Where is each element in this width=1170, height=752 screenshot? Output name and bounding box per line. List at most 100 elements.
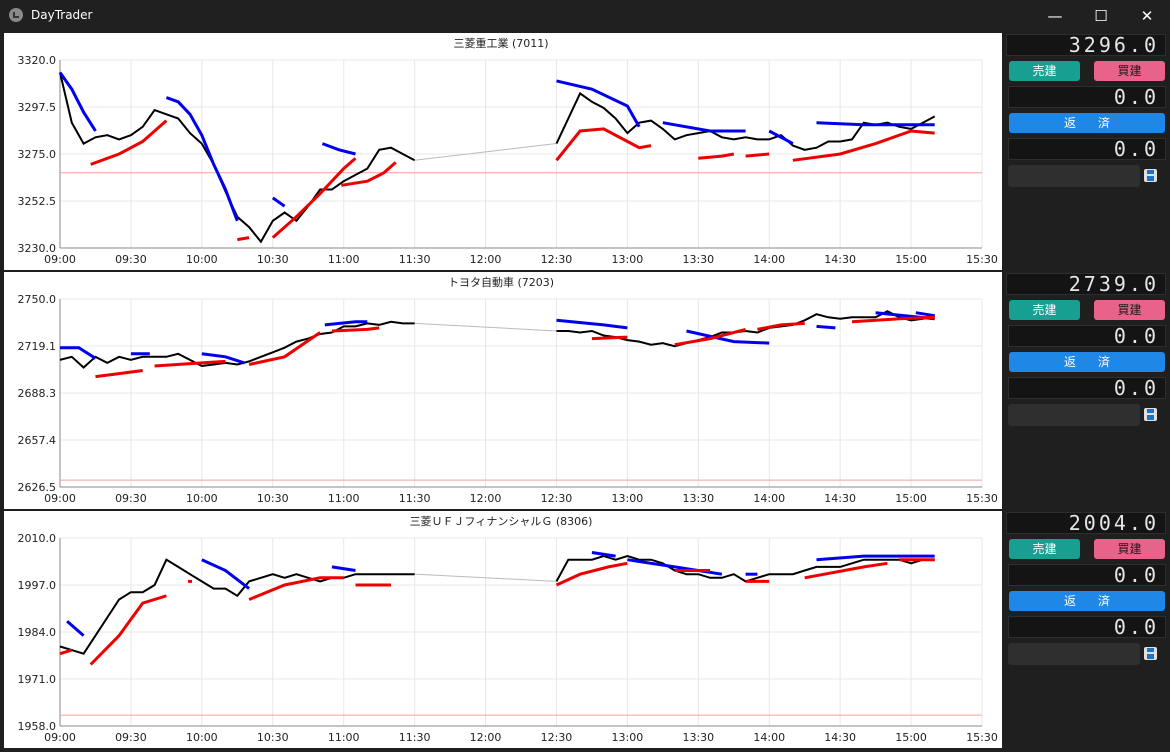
x-tick-label: 14:30 bbox=[824, 731, 856, 744]
upper-band-segment bbox=[627, 558, 723, 576]
x-tick-label: 13:00 bbox=[612, 253, 644, 266]
upper-band-segment bbox=[58, 71, 97, 132]
chart-title: 三菱ＵＦＪフィナンシャルＧ (8306) bbox=[410, 515, 593, 528]
x-tick-label: 13:00 bbox=[612, 492, 644, 505]
app-icon bbox=[9, 8, 23, 22]
price-display: 2739.0 bbox=[1006, 273, 1166, 295]
x-tick-label: 11:00 bbox=[328, 492, 360, 505]
save-icon[interactable] bbox=[1144, 408, 1157, 421]
close-position-button[interactable]: 返済 bbox=[1009, 352, 1165, 372]
y-tick-label: 2719.1 bbox=[18, 340, 57, 353]
y-tick-label: 2626.5 bbox=[18, 481, 57, 494]
y-tick-label: 2010.0 bbox=[18, 532, 57, 545]
x-tick-label: 12:00 bbox=[470, 253, 502, 266]
close-position-button[interactable]: 返済 bbox=[1009, 591, 1165, 611]
save-icon[interactable] bbox=[1144, 169, 1157, 182]
lower-band-segment bbox=[248, 576, 344, 601]
upper-band-segment bbox=[60, 346, 97, 360]
upper-band-segment bbox=[662, 121, 746, 133]
profit-display: 0.0 bbox=[1008, 138, 1166, 160]
x-tick-label: 11:30 bbox=[399, 492, 431, 505]
x-tick-label: 10:00 bbox=[186, 253, 218, 266]
save-icon[interactable] bbox=[1144, 647, 1157, 660]
lower-band-segment bbox=[248, 331, 321, 366]
y-tick-label: 1984.0 bbox=[18, 626, 57, 639]
lower-band-segment bbox=[555, 127, 652, 162]
upper-band-segment bbox=[816, 324, 836, 330]
price-line-afternoon bbox=[555, 555, 935, 583]
title-bar: DayTrader — ☐ ✕ bbox=[0, 0, 1170, 32]
close-position-button[interactable]: 返済 bbox=[1009, 113, 1165, 133]
y-tick-label: 2750.0 bbox=[18, 293, 57, 306]
buy-open-button[interactable]: 買建 bbox=[1094, 300, 1165, 320]
x-tick-label: 14:30 bbox=[824, 492, 856, 505]
x-tick-label: 15:30 bbox=[966, 492, 998, 505]
x-tick-label: 09:00 bbox=[44, 253, 76, 266]
lower-band-segment bbox=[757, 321, 805, 331]
x-tick-label: 12:00 bbox=[470, 492, 502, 505]
lower-band-segment bbox=[745, 152, 770, 158]
lower-band-segment bbox=[331, 326, 380, 333]
y-tick-label: 3275.0 bbox=[18, 148, 57, 161]
upper-band-segment bbox=[201, 558, 251, 590]
chart-title: トヨタ自動車 (7203) bbox=[448, 275, 554, 289]
x-tick-label: 10:30 bbox=[257, 731, 289, 744]
lower-band-segment bbox=[95, 369, 143, 379]
x-tick-label: 15:30 bbox=[966, 253, 998, 266]
x-tick-label: 15:00 bbox=[895, 253, 927, 266]
x-tick-label: 15:30 bbox=[966, 731, 998, 744]
upper-band-segment bbox=[686, 329, 770, 345]
x-tick-label: 12:00 bbox=[470, 731, 502, 744]
upper-band-segment bbox=[201, 352, 245, 365]
memo-field[interactable] bbox=[1008, 404, 1140, 426]
lower-band-segment bbox=[792, 129, 935, 162]
upper-band-segment bbox=[591, 551, 616, 558]
memo-field[interactable] bbox=[1008, 165, 1140, 187]
lower-band-segment bbox=[804, 561, 888, 580]
x-tick-label: 15:00 bbox=[895, 492, 927, 505]
x-tick-label: 11:30 bbox=[399, 253, 431, 266]
lower-band-segment bbox=[674, 327, 746, 347]
x-tick-label: 09:00 bbox=[44, 492, 76, 505]
chart-panel-7011: 3320.0 3297.5 3275.0 3252.5 3230.0 09:00 09:30… bbox=[4, 33, 1002, 270]
buy-open-button[interactable]: 買建 bbox=[1094, 61, 1165, 81]
y-tick-label: 1958.0 bbox=[18, 720, 57, 733]
x-tick-label: 09:30 bbox=[115, 492, 147, 505]
upper-band-segment bbox=[66, 620, 85, 637]
quantity-display: 0.0 bbox=[1008, 86, 1166, 108]
upper-band-segment bbox=[816, 121, 935, 127]
chart-panel-8306: 2010.0 1997.0 1984.0 1971.0 1958.0 09:00 09:30… bbox=[4, 511, 1002, 748]
x-tick-label: 09:30 bbox=[115, 731, 147, 744]
trade-panel-7203: 2739.0 売建 買建 0.0 返済 0.0 bbox=[1006, 272, 1166, 509]
buy-open-button[interactable]: 買建 bbox=[1094, 539, 1165, 559]
sell-open-button[interactable]: 売建 bbox=[1009, 61, 1080, 81]
lower-band-segment bbox=[154, 359, 226, 368]
quantity-display: 0.0 bbox=[1008, 564, 1166, 586]
y-tick-label: 1997.0 bbox=[18, 579, 57, 592]
close-window-button[interactable]: ✕ bbox=[1140, 7, 1154, 25]
trade-panel-7011: 3296.0 売建 買建 0.0 返済 0.0 bbox=[1006, 33, 1166, 270]
upper-band-segment bbox=[331, 565, 356, 572]
upper-band-segment bbox=[556, 79, 641, 128]
sell-open-button[interactable]: 売建 bbox=[1009, 539, 1080, 559]
lower-band-segment bbox=[555, 561, 628, 587]
x-tick-label: 15:00 bbox=[895, 731, 927, 744]
memo-field[interactable] bbox=[1008, 643, 1140, 665]
lunch-gap-line bbox=[414, 322, 557, 332]
window-title: DayTrader bbox=[31, 8, 93, 22]
minimize-button[interactable]: — bbox=[1047, 7, 1063, 25]
maximize-button[interactable]: ☐ bbox=[1094, 7, 1108, 25]
x-tick-label: 12:30 bbox=[541, 253, 573, 266]
lower-band-segment bbox=[237, 236, 250, 242]
x-tick-label: 13:30 bbox=[682, 253, 714, 266]
y-tick-label: 2657.4 bbox=[18, 434, 57, 447]
lower-band-segment bbox=[59, 648, 73, 656]
upper-band-segment bbox=[556, 318, 628, 330]
x-tick-label: 11:30 bbox=[399, 731, 431, 744]
x-tick-label: 12:30 bbox=[541, 731, 573, 744]
price-chart-7011: 3320.0 3297.5 3275.0 3252.5 3230.009:00 09:30… bbox=[18, 36, 998, 266]
y-tick-label: 1971.0 bbox=[18, 673, 57, 686]
sell-open-button[interactable]: 売建 bbox=[1009, 300, 1080, 320]
chart-title: 三菱重工業 (7011) bbox=[453, 36, 548, 50]
lunch-gap-line bbox=[414, 143, 557, 161]
